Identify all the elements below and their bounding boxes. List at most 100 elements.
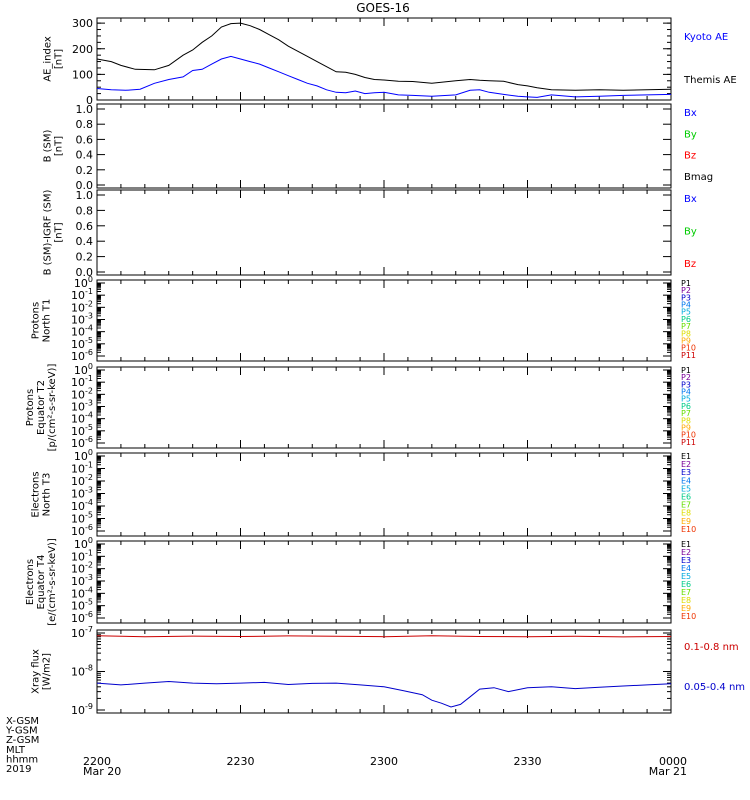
- row-label: 2019: [6, 764, 31, 775]
- y-axis-label: Protons: [31, 302, 42, 339]
- channel-legend: E5: [681, 572, 691, 581]
- y-tick-label: 0: [86, 94, 93, 107]
- time-axis: 2200 2230 2300 2330 0000 Mar 20 Mar 21 X-GSMY-G…: [5, 716, 687, 778]
- panel-frame: [96, 189, 672, 276]
- y-axis-label: Xray flux: [31, 649, 42, 694]
- channel-legend: E10: [681, 612, 696, 621]
- legend-entry: By: [684, 227, 697, 238]
- panel-frame: [96, 452, 672, 537]
- panel-ae: AE_index [nT] 300 200 100 0 Kyoto AE Themis AE: [43, 17, 737, 107]
- legend-entry: By: [684, 129, 697, 140]
- y-tick-label: 0.4: [76, 235, 94, 248]
- row-label: MLT: [6, 745, 26, 756]
- panel-frame: [96, 366, 672, 449]
- y-tick-label: 10-5: [71, 511, 93, 526]
- channel-legend: P8: [681, 416, 691, 425]
- y-tick-label: 100: [72, 68, 93, 81]
- legend-entry: 0.1-0.8 nm: [684, 642, 739, 653]
- xray-series-0: [96, 635, 672, 638]
- channel-legend: E3: [681, 468, 691, 477]
- panel-frame: [96, 629, 672, 714]
- y-tick-label: 200: [72, 43, 93, 56]
- time-tick-label: 0000: [659, 755, 687, 768]
- panel-protons_equator: Protons Equator T2 [p/(cm²-s-sr-keV)] 10010…: [25, 362, 696, 451]
- channel-legend: P8: [681, 329, 691, 338]
- y-axis-label: [W/m2]: [42, 653, 53, 690]
- y-tick-label: 10-5: [71, 336, 93, 351]
- y-tick-label: 10-5: [71, 598, 93, 613]
- y-tick-label: 100: [74, 275, 93, 290]
- channel-legend: E4: [681, 564, 691, 573]
- channel-legend: P10: [681, 344, 696, 353]
- panel-xray: Xray flux [W/m2] 10-7 10-8 10-9 0.1-0.8 nm 0.0…: [31, 625, 746, 717]
- channel-legend: E1: [681, 540, 691, 549]
- y-tick-label: 1.0: [76, 103, 94, 116]
- channel-legend: P5: [681, 308, 691, 317]
- y-axis-label: [nT]: [54, 136, 65, 156]
- row-label: Y-GSM: [5, 726, 38, 737]
- channel-legend: E7: [681, 588, 691, 597]
- channel-legend: P6: [681, 402, 691, 411]
- channel-legend: E1: [681, 452, 691, 461]
- y-axis-label: [p/(cm²-s-sr-keV)]: [47, 364, 58, 452]
- y-tick-label: 10-3: [71, 312, 93, 327]
- y-axis-label: B (SM)-IGRF (SM): [43, 190, 54, 276]
- channel-legend: E3: [681, 556, 691, 565]
- y-axis-label: Equator T4: [36, 555, 47, 610]
- y-axis-label: AE_index: [43, 36, 54, 82]
- y-tick-label: 10-1: [71, 287, 93, 302]
- y-tick-label: 0.0: [76, 179, 94, 192]
- end-date-label: Mar 21: [649, 765, 687, 778]
- row-label: Z-GSM: [6, 735, 39, 746]
- panel-frame: [96, 17, 672, 101]
- y-tick-label: 0.0: [76, 266, 94, 279]
- y-tick-label: 10-2: [71, 473, 93, 488]
- y-tick-label: 10-6: [71, 523, 93, 538]
- channel-legend: E7: [681, 501, 691, 510]
- channel-legend: E9: [681, 517, 691, 526]
- y-tick-label: 10-6: [71, 435, 93, 450]
- channel-legend: E8: [681, 596, 691, 605]
- y-axis-label: North T3: [42, 473, 53, 517]
- legend-entry: Bz: [684, 259, 696, 270]
- start-date-label: Mar 20: [83, 765, 121, 778]
- channel-legend: P7: [681, 409, 691, 418]
- legend-entry: Kyoto AE: [684, 32, 728, 43]
- channel-legend: E5: [681, 484, 691, 493]
- y-tick-label: 10-2: [71, 386, 93, 401]
- legend-entry: Bx: [684, 194, 697, 205]
- y-tick-label: 0.8: [76, 118, 94, 131]
- y-axis-label: B (SM): [43, 129, 54, 162]
- channel-legend: P6: [681, 315, 691, 324]
- y-tick-label: 10-7: [71, 625, 93, 640]
- y-tick-label: 10-4: [71, 411, 93, 426]
- y-tick-label: 10-4: [71, 498, 93, 513]
- y-tick-label: 0.4: [76, 149, 94, 162]
- legend-entry: Bmag: [684, 172, 713, 183]
- y-tick-label: 10-6: [71, 610, 93, 625]
- panel-frame: [96, 279, 672, 362]
- row-label: hhmm: [6, 754, 38, 765]
- channel-legend: P4: [681, 301, 691, 310]
- legend-entry: Themis AE: [683, 75, 737, 86]
- time-tick-label: 2330: [514, 755, 542, 768]
- y-tick-label: 10-2: [71, 299, 93, 314]
- y-tick-label: 0.8: [76, 204, 94, 217]
- plot-title: GOES-16: [356, 1, 410, 15]
- channel-legend: P5: [681, 395, 691, 404]
- channel-legend: P9: [681, 336, 691, 345]
- legend-entry: Bz: [684, 151, 696, 162]
- channel-legend: P10: [681, 431, 696, 440]
- y-axis-label: Electrons: [31, 471, 42, 517]
- y-tick-label: 10-4: [71, 324, 93, 339]
- series-line-0: [96, 22, 672, 91]
- y-tick-label: 0.2: [76, 164, 94, 177]
- y-axis-label: [nT]: [54, 49, 65, 69]
- channel-legend: P11: [681, 351, 696, 360]
- channel-legend: E10: [681, 525, 696, 534]
- series-line-1: [96, 55, 672, 98]
- panel-electrons_equator: Electrons Equator T4 [e/(cm²-s-sr-keV)] 100…: [25, 536, 696, 626]
- y-tick-label: 10-8: [71, 664, 93, 679]
